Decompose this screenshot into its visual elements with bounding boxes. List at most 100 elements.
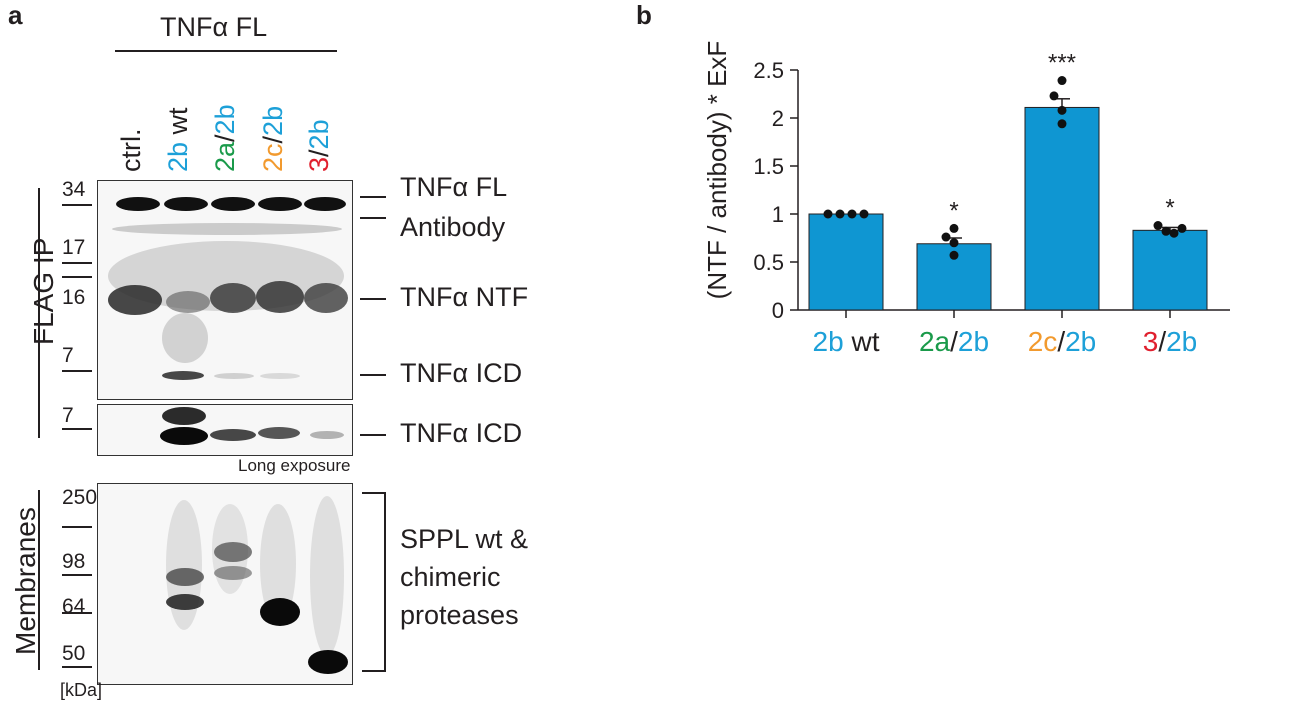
band xyxy=(214,373,254,379)
band xyxy=(310,431,344,439)
mw-tick xyxy=(62,666,92,668)
fl-tick xyxy=(360,196,386,198)
kda-label: [kDa] xyxy=(60,680,103,700)
data-point xyxy=(1049,91,1059,101)
label-part: 2b xyxy=(163,141,193,172)
band xyxy=(166,291,210,313)
mw-tick xyxy=(62,428,92,430)
data-point xyxy=(1057,105,1067,115)
label-part: 3 xyxy=(1142,326,1159,357)
label-part: 2b xyxy=(304,119,334,150)
bar-chart: 00.511.522.5(NTF / antibody) * ExF ***** xyxy=(702,41,1230,323)
band-label-icd: TNFα ICD xyxy=(400,358,523,388)
label-part: 2b xyxy=(812,326,844,357)
significance-label: * xyxy=(949,197,958,224)
band xyxy=(304,197,346,211)
mw-label: 64 xyxy=(62,595,86,618)
mw-label: 7 xyxy=(62,404,74,427)
mw-tick xyxy=(62,526,92,528)
significance-label: * xyxy=(1165,195,1174,222)
band xyxy=(210,283,256,313)
band xyxy=(258,197,302,211)
band xyxy=(116,197,160,211)
lane-label: ctrl. xyxy=(116,129,147,173)
icd-long-tick xyxy=(360,434,386,436)
data-point xyxy=(949,238,959,248)
band-label-icd-long: TNFα ICD xyxy=(400,418,523,448)
band-label-ntf: TNFα NTF xyxy=(400,282,529,312)
label-part: 2a xyxy=(918,326,951,357)
panel-a-letter: a xyxy=(8,0,23,30)
x-category-label: 3/2b xyxy=(1110,326,1230,358)
lane-label: 2b wt xyxy=(163,107,194,172)
band xyxy=(108,285,162,315)
label-part: / xyxy=(950,326,958,357)
data-point xyxy=(1153,221,1163,231)
label-part: wt xyxy=(163,107,193,142)
label-part: 2b xyxy=(258,105,288,136)
data-point xyxy=(949,223,959,233)
label-part: / xyxy=(258,135,288,144)
band xyxy=(164,197,208,211)
data-point xyxy=(859,209,869,219)
label-part: wt xyxy=(843,326,880,357)
group-line xyxy=(115,50,337,52)
band xyxy=(308,650,348,674)
data-point xyxy=(1057,76,1067,86)
mw-label: 7 xyxy=(62,344,74,367)
y-tick-label: 2.5 xyxy=(753,58,784,83)
band xyxy=(256,281,304,313)
data-point xyxy=(1169,228,1179,238)
label-part: / xyxy=(1057,326,1066,357)
label-part: 2c xyxy=(1027,326,1058,357)
y-tick-label: 1.5 xyxy=(753,154,784,179)
mw-label: 250 xyxy=(62,486,98,509)
label-part: 2c xyxy=(258,143,288,172)
long-exposure-blot xyxy=(97,404,353,456)
mw-tick xyxy=(62,612,92,614)
data-point xyxy=(941,232,951,242)
label-part: 2b xyxy=(957,326,990,357)
data-point xyxy=(835,209,845,219)
label-part: 2b xyxy=(210,104,240,135)
label-part: 3 xyxy=(304,156,334,172)
long-exposure-label: Long exposure xyxy=(238,456,351,475)
mw-tick xyxy=(62,262,92,264)
band xyxy=(166,594,204,610)
membranes-label: Membranes xyxy=(10,507,41,655)
band xyxy=(166,500,202,630)
flag-ip-bracket xyxy=(38,188,40,438)
band xyxy=(162,313,208,363)
label-part: ctrl. xyxy=(116,128,146,173)
bar xyxy=(808,213,884,311)
lane-label: 2a/2b xyxy=(210,104,241,172)
mw-label: 16 xyxy=(62,286,86,309)
ntf-tick xyxy=(360,298,386,300)
significance-label: *** xyxy=(1048,50,1076,77)
label-part: 2b xyxy=(1166,326,1198,357)
band xyxy=(214,542,252,562)
bar xyxy=(1024,106,1100,311)
lane-label: 2c/2b xyxy=(258,106,289,172)
band xyxy=(211,197,255,211)
data-point xyxy=(823,209,833,219)
mw-tick xyxy=(62,276,92,278)
data-point xyxy=(949,250,959,260)
flag-ip-blot xyxy=(97,180,353,400)
mw-label: 98 xyxy=(62,550,86,573)
label-part: / xyxy=(210,134,240,142)
mw-label: 17 xyxy=(62,236,86,259)
band-label-fl: TNFα FL xyxy=(400,172,508,202)
icd-tick xyxy=(360,374,386,376)
label-part: / xyxy=(1158,326,1167,357)
antibody-tick xyxy=(360,217,386,219)
protease-bracket xyxy=(362,492,386,672)
mw-tick xyxy=(62,370,92,372)
band-label-antibody: Antibody xyxy=(400,212,506,242)
x-category-label: 2a/2b xyxy=(894,326,1014,358)
bar xyxy=(1132,229,1208,311)
x-category-label: 2c/2b xyxy=(1002,326,1122,358)
data-point xyxy=(1177,223,1187,233)
label-part: 2b xyxy=(1065,326,1097,357)
panel-b-letter: b xyxy=(636,0,652,30)
